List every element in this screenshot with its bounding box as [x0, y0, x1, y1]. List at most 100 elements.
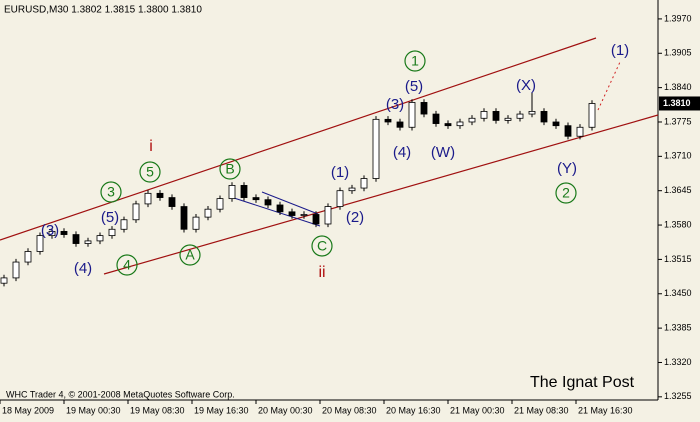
wave-circle	[555, 182, 577, 204]
candle-body	[216, 198, 224, 210]
candle-body	[336, 190, 344, 207]
candle-body	[408, 102, 416, 128]
wedge-line	[261, 191, 319, 215]
wave-label: A	[185, 247, 195, 263]
x-tick-label: 21 May 00:30	[450, 405, 505, 415]
candle-body	[168, 197, 176, 207]
wave-circle	[100, 181, 122, 203]
candle-body	[324, 206, 332, 225]
candle-body	[264, 199, 272, 206]
wave-label: 1	[411, 53, 419, 69]
candle-body	[204, 208, 212, 218]
y-tick-label: 1.3775	[664, 116, 692, 126]
y-tick-label: 1.3645	[664, 185, 692, 195]
y-tick-label: 1.3255	[664, 391, 692, 401]
candle-body	[492, 111, 500, 121]
candle-body	[540, 111, 548, 123]
x-tick-label: 19 May 16:30	[194, 405, 249, 415]
candle-body	[552, 121, 560, 127]
candle-body	[72, 234, 80, 244]
footer: WHC Trader 4, © 2001-2008 MetaQuotes Sof…	[6, 389, 235, 399]
wave-label: (W)	[431, 144, 455, 161]
wave-label: (2)	[346, 209, 364, 226]
candle-body	[144, 192, 152, 205]
wave-label: (1)	[611, 42, 629, 59]
wave-label: (4)	[393, 144, 411, 161]
candle-body	[108, 228, 116, 237]
wave-circle	[116, 254, 138, 276]
candle-body	[420, 102, 428, 115]
candle-body	[96, 235, 104, 242]
wave-label: (5)	[405, 78, 423, 95]
candle-body	[360, 178, 368, 189]
x-tick-label: 18 May 2009	[2, 405, 54, 415]
candle-body	[372, 118, 380, 179]
wave-label: (1)	[331, 164, 349, 181]
y-tick-label: 1.3320	[664, 357, 692, 367]
candle-body	[588, 103, 596, 128]
y-tick-label: 1.3710	[664, 151, 692, 161]
wave-label: (Y)	[557, 160, 577, 177]
wave-circle	[139, 161, 161, 183]
wave-circle	[179, 244, 201, 266]
candle-body	[36, 235, 44, 252]
wave-label: B	[225, 161, 234, 177]
y-tick-label: 1.3580	[664, 219, 692, 229]
x-tick-label: 20 May 08:30	[322, 405, 377, 415]
x-tick-label: 19 May 08:30	[130, 405, 185, 415]
y-tick-label: 1.3515	[664, 254, 692, 264]
candle-body	[180, 206, 188, 230]
candle-body	[564, 125, 572, 137]
candle-body	[0, 277, 8, 284]
projection	[597, 61, 621, 111]
wave-circle	[219, 158, 241, 180]
candle-body	[120, 219, 128, 230]
last-price-box	[659, 96, 700, 111]
x-tick-label: 20 May 16:30	[386, 405, 441, 415]
candle-body	[504, 117, 512, 121]
candle-body	[396, 121, 404, 128]
chart-title: EURUSD,M30 1.3802 1.3815 1.3800 1.3810	[4, 5, 202, 16]
y-tick-label: 1.3385	[664, 322, 692, 332]
candle-body	[240, 185, 248, 198]
wave-label: (3)	[41, 222, 59, 239]
candle-body	[480, 111, 488, 119]
wave-label: ii	[318, 264, 325, 281]
y-tick-label: 1.3840	[664, 82, 692, 92]
wave-label: 5	[146, 164, 154, 180]
wave-label: 3	[107, 184, 115, 200]
wave-label: i	[149, 138, 153, 155]
candle-body	[12, 261, 20, 279]
candle-body	[576, 126, 584, 137]
wave-label: 4	[123, 257, 131, 273]
candle-body	[132, 203, 140, 221]
x-tick-label: 21 May 08:30	[514, 405, 569, 415]
channel-upper	[0, 37, 597, 241]
wave-label: (5)	[101, 209, 119, 226]
wave-label: (3)	[386, 96, 404, 113]
wave-label: 2	[562, 185, 570, 201]
candle-body	[300, 214, 308, 216]
candle-body	[432, 113, 440, 124]
candle-body	[60, 230, 68, 235]
candle-body	[252, 197, 260, 201]
candle-body	[84, 240, 92, 244]
candle-body	[516, 113, 524, 119]
candle-body	[468, 117, 476, 123]
candle-body	[312, 214, 320, 225]
last-price-label: 1.3810	[663, 98, 691, 108]
x-tick-label: 21 May 16:30	[578, 405, 633, 415]
candle-body	[444, 123, 452, 127]
wave-label: C	[317, 238, 327, 254]
y-tick-label: 1.3970	[664, 13, 692, 23]
wave-circle	[404, 50, 426, 72]
x-tick-label: 20 May 00:30	[258, 405, 313, 415]
candle-body	[276, 204, 284, 213]
candle-body	[348, 187, 356, 192]
candle-body	[156, 192, 164, 198]
watermark: The Ignat Post	[530, 374, 635, 391]
y-tick-label: 1.3450	[664, 288, 692, 298]
candle-body	[192, 216, 200, 230]
candle-body	[24, 251, 32, 263]
